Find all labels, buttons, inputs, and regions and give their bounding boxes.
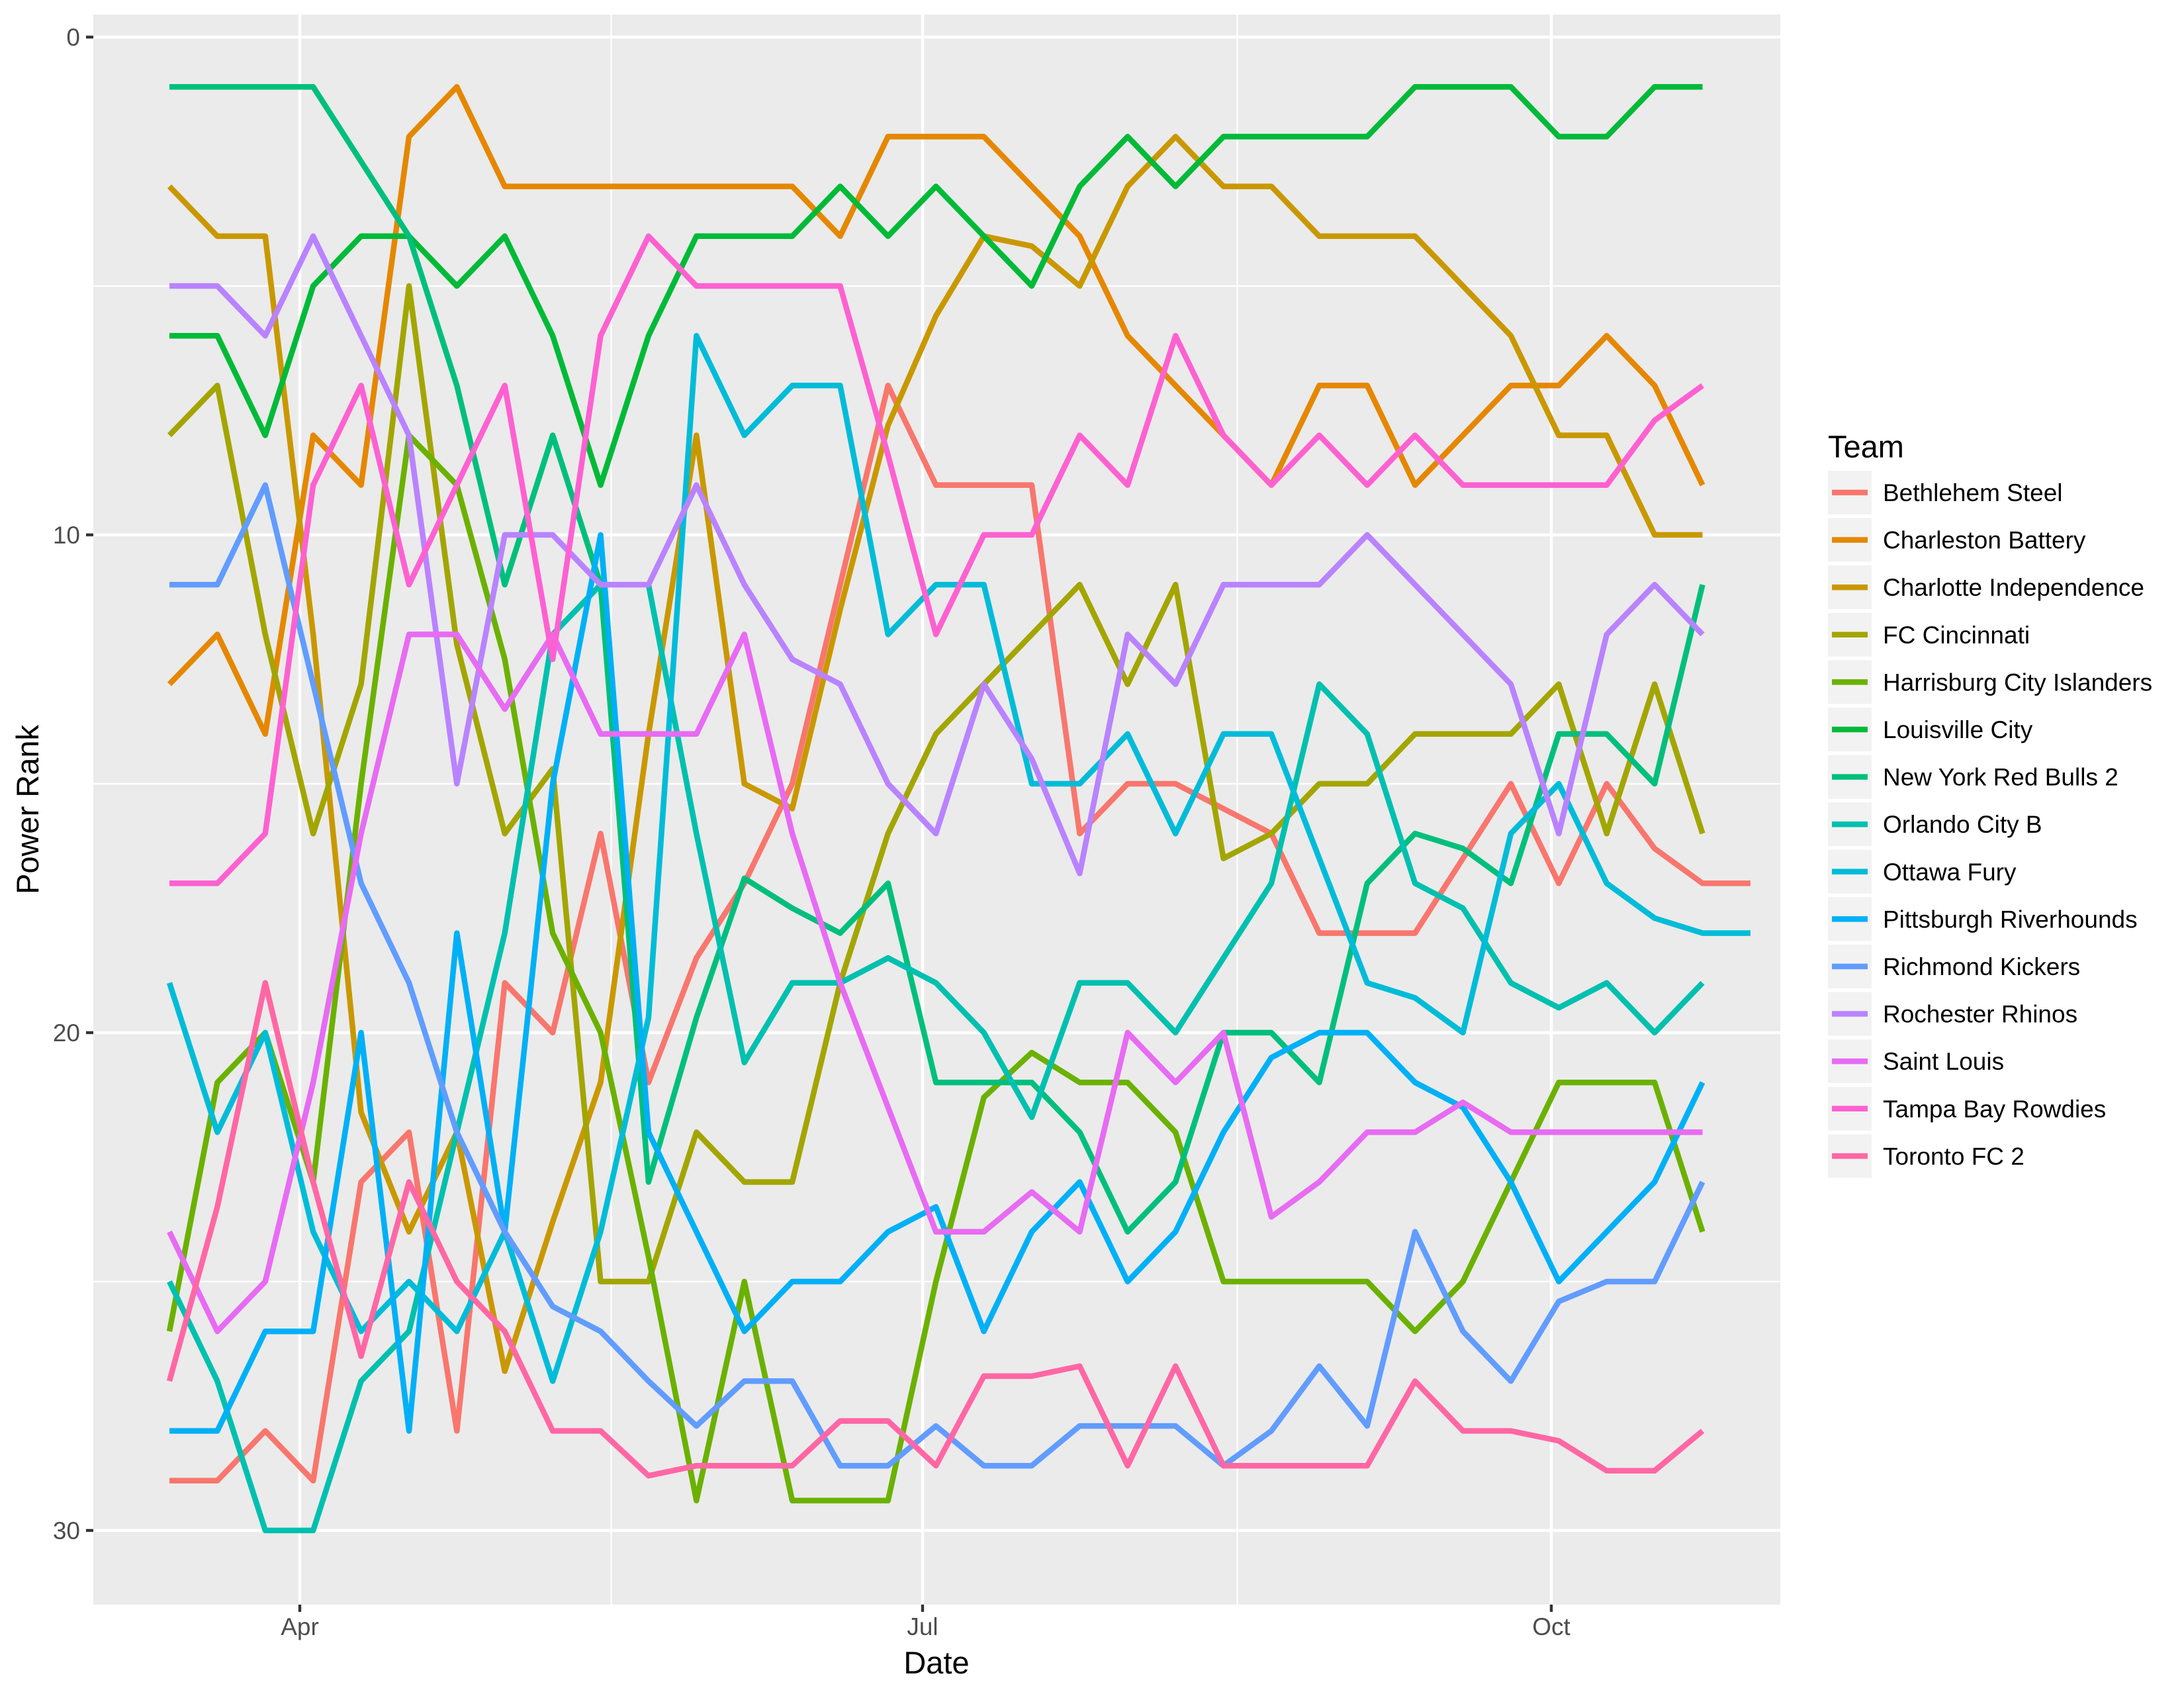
svg-text:Tampa Bay Rowdies: Tampa Bay Rowdies bbox=[1883, 1096, 2106, 1123]
svg-text:Ottawa Fury: Ottawa Fury bbox=[1883, 859, 2017, 886]
svg-text:0: 0 bbox=[66, 24, 80, 51]
svg-text:Charleston Battery: Charleston Battery bbox=[1883, 527, 2086, 554]
svg-text:Louisville City: Louisville City bbox=[1883, 716, 2033, 743]
svg-text:Harrisburg City Islanders: Harrisburg City Islanders bbox=[1883, 669, 2152, 696]
svg-text:Toronto FC 2: Toronto FC 2 bbox=[1883, 1143, 2025, 1170]
svg-text:Power Rank: Power Rank bbox=[10, 725, 45, 894]
svg-text:Rochester Rhinos: Rochester Rhinos bbox=[1883, 1001, 2077, 1028]
svg-text:Team: Team bbox=[1828, 429, 1904, 464]
svg-text:Charlotte Independence: Charlotte Independence bbox=[1883, 574, 2144, 601]
svg-text:30: 30 bbox=[53, 1517, 80, 1544]
svg-text:10: 10 bbox=[53, 522, 80, 549]
svg-text:Apr: Apr bbox=[281, 1613, 319, 1640]
svg-text:Bethlehem Steel: Bethlehem Steel bbox=[1883, 479, 2063, 506]
svg-text:20: 20 bbox=[53, 1019, 80, 1047]
svg-text:Jul: Jul bbox=[907, 1613, 938, 1640]
svg-text:Date: Date bbox=[903, 1645, 969, 1680]
svg-text:Oct: Oct bbox=[1532, 1613, 1570, 1640]
svg-text:Orlando City B: Orlando City B bbox=[1883, 811, 2042, 838]
svg-text:New York Red Bulls 2: New York Red Bulls 2 bbox=[1883, 764, 2118, 791]
svg-text:Saint Louis: Saint Louis bbox=[1883, 1048, 2004, 1075]
svg-text:FC Cincinnati: FC Cincinnati bbox=[1883, 622, 2030, 649]
svg-text:Pittsburgh Riverhounds: Pittsburgh Riverhounds bbox=[1883, 906, 2138, 933]
svg-text:Richmond Kickers: Richmond Kickers bbox=[1883, 953, 2080, 980]
